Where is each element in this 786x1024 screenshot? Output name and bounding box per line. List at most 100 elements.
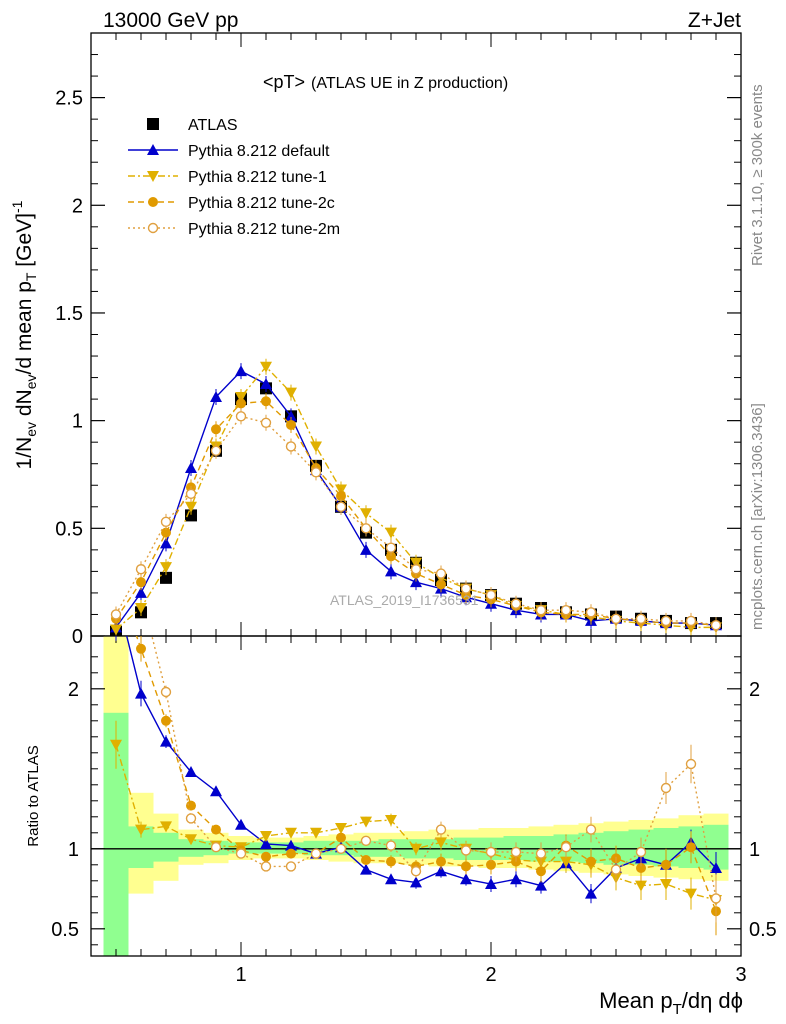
main-point-default bbox=[260, 378, 272, 390]
main-point-tune2m bbox=[710, 620, 722, 631]
main-point-tune2m bbox=[535, 604, 547, 616]
main-point-tune2m bbox=[560, 604, 572, 616]
ratio-point-tune1 bbox=[385, 815, 397, 826]
main-point-tune1 bbox=[385, 527, 397, 539]
ratio-bands bbox=[103, 636, 729, 956]
main-point-default bbox=[235, 365, 247, 377]
ratio-point-tune2m bbox=[710, 893, 722, 904]
ratio-point-tune2m bbox=[160, 686, 172, 698]
main-point-default bbox=[385, 565, 397, 577]
ratio-point-tune2m bbox=[560, 842, 572, 853]
ratio-point-tune2m bbox=[285, 861, 297, 872]
ratio-point-tune1 bbox=[185, 834, 197, 846]
ratio-point-tune2m bbox=[660, 782, 672, 794]
main-point-tune1 bbox=[160, 562, 172, 574]
main-point-tune2m bbox=[160, 516, 172, 528]
legend-marker-tune2c bbox=[148, 197, 158, 207]
main-point-tune2m bbox=[360, 523, 372, 534]
main-point-tune2m bbox=[135, 564, 147, 575]
main-point-tune2m bbox=[685, 615, 697, 627]
ratio-point-tune2c bbox=[661, 859, 671, 870]
ratio-point-tune2c bbox=[636, 863, 646, 873]
legend-marker-tune1 bbox=[147, 171, 159, 182]
main-point-tune1 bbox=[135, 603, 147, 615]
ratio-point-tune1 bbox=[110, 739, 122, 751]
main-point-tune2m bbox=[510, 598, 522, 609]
ratio-point-tune1 bbox=[685, 888, 697, 900]
ratio-point-tune1 bbox=[660, 879, 672, 890]
main-point-tune2m bbox=[260, 417, 272, 428]
main-point-atlas bbox=[160, 571, 172, 584]
ratio-y-tick-label-left: 2 bbox=[68, 679, 79, 701]
ratio-point-tune1 bbox=[335, 823, 347, 834]
main-point-tune1 bbox=[185, 501, 197, 513]
x-tick-label: 3 bbox=[735, 964, 746, 986]
main-point-tune1 bbox=[360, 508, 372, 520]
watermark: ATLAS_2019_I1736531 bbox=[330, 592, 479, 608]
ratio-point-default bbox=[435, 865, 447, 877]
main-point-tune2m bbox=[385, 542, 397, 553]
main-point-tune2c bbox=[236, 398, 246, 409]
ratio-point-default bbox=[460, 873, 472, 885]
mcplots-label: mcplots.cern.ch [arXiv:1306.3436] bbox=[749, 403, 766, 630]
legend-marker-atlas bbox=[147, 118, 159, 130]
ratio-point-tune2m bbox=[635, 846, 647, 858]
ratio-point-tune2m bbox=[485, 846, 497, 858]
ratio-point-tune2m bbox=[535, 848, 547, 859]
ratio-point-tune1 bbox=[260, 831, 272, 842]
ratio-series-group bbox=[110, 540, 722, 936]
y-axis-label: 1/Nev dNev/d mean pT [GeV]-1 bbox=[9, 200, 39, 469]
ratio-point-tune2c bbox=[586, 856, 596, 867]
x-tick-label: 2 bbox=[485, 964, 496, 986]
ratio-y-tick-label-left: 0.5 bbox=[51, 919, 79, 941]
main-point-tune2m bbox=[335, 501, 347, 512]
main-point-tune2m bbox=[635, 613, 647, 624]
ratio-point-tune1 bbox=[285, 827, 297, 839]
ratio-point-tune2m bbox=[610, 864, 622, 875]
ratio-point-tune2c bbox=[261, 851, 271, 862]
ratio-y-tick-label-right: 0.5 bbox=[749, 919, 777, 941]
ratio-point-tune2c bbox=[486, 859, 496, 870]
ratio-point-tune2c bbox=[161, 715, 171, 726]
main-point-default bbox=[135, 586, 147, 598]
main-point-default bbox=[410, 576, 422, 588]
plot-title: <pT> (ATLAS UE in Z production) bbox=[263, 72, 508, 92]
ratio-point-tune2m bbox=[685, 758, 697, 770]
ratio-point-tune1 bbox=[635, 880, 647, 892]
main-point-tune2m bbox=[410, 564, 422, 575]
ratio-point-tune2c bbox=[436, 856, 446, 867]
ratio-point-default bbox=[710, 862, 722, 873]
main-point-tune2m bbox=[610, 613, 622, 624]
process-label: Z+Jet bbox=[688, 9, 741, 32]
main-point-default bbox=[160, 537, 172, 549]
main-point-default bbox=[185, 462, 197, 474]
ratio-point-default bbox=[135, 687, 147, 699]
main-point-default bbox=[210, 390, 222, 402]
ratio-point-tune1 bbox=[360, 816, 372, 828]
ratio-point-tune2m bbox=[185, 813, 197, 824]
y-tick-label: 1.5 bbox=[55, 303, 83, 325]
ratio-point-tune2m bbox=[112, 540, 121, 549]
ratio-point-tune2m bbox=[410, 866, 422, 877]
ratio-point-default bbox=[485, 878, 497, 889]
y-tick-label: 0.5 bbox=[55, 518, 83, 540]
ratio-point-tune1 bbox=[560, 856, 572, 868]
legend-label-tune1: Pythia 8.212 tune-1 bbox=[188, 169, 327, 186]
ratio-point-tune2m bbox=[435, 824, 447, 835]
main-point-tune2c bbox=[211, 424, 221, 435]
ratio-point-tune2c bbox=[286, 848, 296, 859]
main-point-tune2m bbox=[110, 609, 122, 620]
main-point-tune1 bbox=[285, 387, 297, 399]
ratio-point-tune2m bbox=[310, 848, 322, 859]
ratio-point-default bbox=[260, 838, 272, 849]
ratio-y-tick-label-left: 1 bbox=[68, 839, 79, 861]
main-point-tune1 bbox=[110, 624, 122, 636]
ratio-point-default bbox=[210, 785, 222, 797]
ratio-point-tune2m bbox=[235, 848, 247, 859]
ratio-point-default bbox=[385, 873, 397, 885]
ratio-point-tune1 bbox=[160, 821, 172, 833]
ratio-point-tune2c bbox=[386, 856, 396, 867]
y-tick-label: 1 bbox=[72, 411, 83, 433]
main-point-default bbox=[360, 543, 372, 555]
ratio-point-tune2c bbox=[536, 866, 546, 877]
